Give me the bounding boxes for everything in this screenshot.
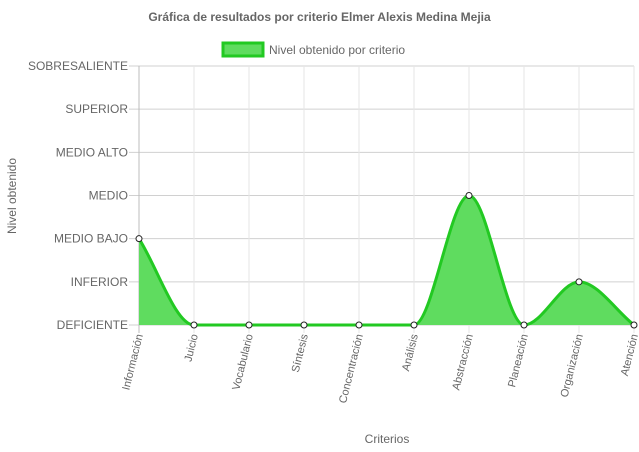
- data-point[interactable]: [190, 321, 198, 329]
- data-point[interactable]: [135, 235, 143, 243]
- data-point[interactable]: [410, 321, 418, 329]
- data-point[interactable]: [575, 278, 583, 286]
- data-point[interactable]: [520, 321, 528, 329]
- x-tick-label: Análisis: [400, 332, 421, 372]
- data-point[interactable]: [465, 192, 473, 199]
- x-tick-label: Concentración: [337, 333, 366, 405]
- y-axis-title: Nivel obtenido: [5, 158, 19, 234]
- data-point[interactable]: [245, 321, 253, 329]
- data-points: [135, 192, 638, 329]
- legend[interactable]: Nivel obtenido por criterio: [221, 41, 405, 58]
- legend-label: Nivel obtenido por criterio: [269, 43, 405, 57]
- y-tick-label: MEDIO: [89, 189, 128, 203]
- y-tick-label: MEDIO ALTO: [56, 145, 128, 159]
- y-tick-labels: DEFICIENTE INFERIOR MEDIO BAJO MEDIO MEDIO A…: [28, 59, 128, 332]
- data-point[interactable]: [300, 321, 308, 329]
- x-tick-label: Información: [120, 333, 146, 392]
- y-tick-label: MEDIO BAJO: [54, 232, 128, 246]
- y-tick-label: SOBRESALIENTE: [28, 59, 128, 73]
- y-tick-label: INFERIOR: [71, 275, 129, 289]
- x-tick-label: Atención: [619, 333, 639, 377]
- x-tick-label: Síntesis: [290, 332, 311, 373]
- x-tick-label: Organización: [559, 333, 586, 399]
- series-fill: [139, 195, 634, 325]
- x-tick-label: Planeación: [506, 333, 531, 389]
- x-tick-label: Juicio: [182, 333, 200, 363]
- legend-swatch: [221, 41, 265, 58]
- chart-title: Gráfica de resultados por criterio Elmer…: [148, 10, 491, 24]
- y-tick-label: DEFICIENTE: [57, 318, 128, 332]
- x-tick-label: Vocabulario: [230, 333, 256, 392]
- y-tick-label: SUPERIOR: [65, 102, 128, 116]
- data-point[interactable]: [630, 321, 638, 329]
- grid: [129, 65, 635, 333]
- x-tick-label: Abstracción: [450, 333, 476, 392]
- x-tick-labels: Información Juicio Vocabulario Síntesis Conc…: [120, 332, 639, 404]
- x-axis-title: Criterios: [365, 432, 410, 446]
- series-area: [137, 193, 635, 327]
- data-point[interactable]: [355, 321, 363, 329]
